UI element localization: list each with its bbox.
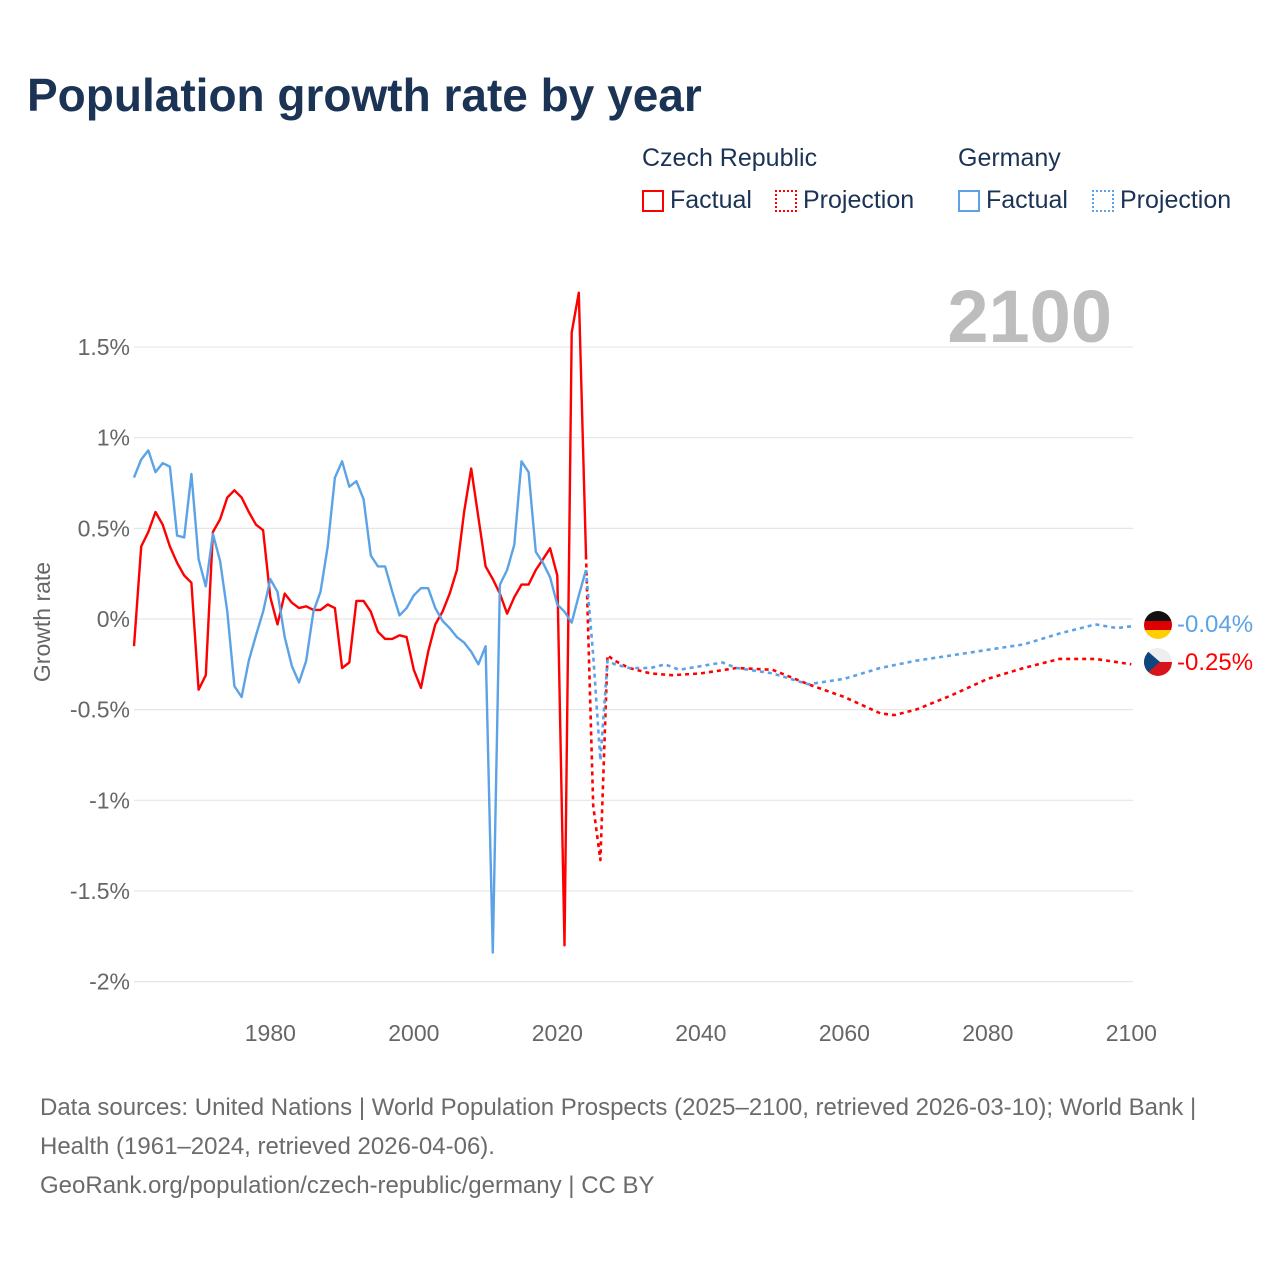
x-tick-label: 2100 (1106, 1020, 1157, 1046)
y-tick-label: 1.5% (78, 334, 130, 360)
legend-swatch-solid (958, 189, 980, 212)
flag-czech-icon (1144, 648, 1172, 676)
y-tick-label: -0.5% (70, 697, 130, 723)
legend-label: Factual (670, 186, 752, 214)
legend-czech-projection[interactable]: Projection (775, 186, 914, 215)
y-tick-label: 0.5% (78, 515, 130, 541)
legend-czech-factual[interactable]: Factual (642, 186, 752, 215)
footer: Data sources: United Nations | World Pop… (40, 1088, 1240, 1205)
year-display: 2100 (947, 275, 1112, 358)
legend-label: Projection (803, 186, 915, 214)
legend-germany-factual[interactable]: Factual (958, 186, 1068, 215)
legend-swatch-dotted (775, 189, 797, 212)
legend-germany-projection[interactable]: Projection (1092, 186, 1231, 215)
y-tick-label: 1% (97, 425, 130, 451)
y-tick-label: -1.5% (70, 878, 130, 904)
y-tick-label: 0% (97, 606, 130, 632)
page-title: Population growth rate by year (27, 69, 702, 121)
legend-group-germany: Germany (958, 144, 1061, 172)
x-tick-label: 2000 (388, 1020, 439, 1046)
czech-projection-line (584, 555, 1132, 862)
czech-factual-line (132, 291, 588, 947)
flag-germany-icon (1144, 611, 1172, 639)
x-tick-label: 2080 (962, 1020, 1013, 1046)
end-label-czech: -0.25% (1177, 649, 1253, 676)
end-label-germany: -0.04% (1177, 611, 1253, 638)
germany-projection-line (584, 569, 1132, 762)
x-tick-label: 2020 (532, 1020, 583, 1046)
legend-label: Projection (1120, 186, 1232, 214)
legend-swatch-dotted (1092, 189, 1114, 212)
y-tick-label: -1% (89, 787, 130, 813)
credit-link[interactable]: GeoRank.org/population/czech-republic/ge… (40, 1172, 655, 1199)
x-tick-label: 1980 (245, 1020, 296, 1046)
legend-swatch-solid (642, 189, 664, 212)
germany-factual-line (132, 449, 588, 954)
x-tick-label: 2060 (819, 1020, 870, 1046)
y-axis-label: Growth rate (29, 562, 55, 682)
x-tick-label: 2040 (675, 1020, 726, 1046)
legend-label: Factual (986, 186, 1068, 214)
y-tick-label: -2% (89, 969, 130, 995)
data-sources: Data sources: United Nations | World Pop… (40, 1094, 1197, 1160)
legend-group-czech: Czech Republic (642, 144, 818, 172)
